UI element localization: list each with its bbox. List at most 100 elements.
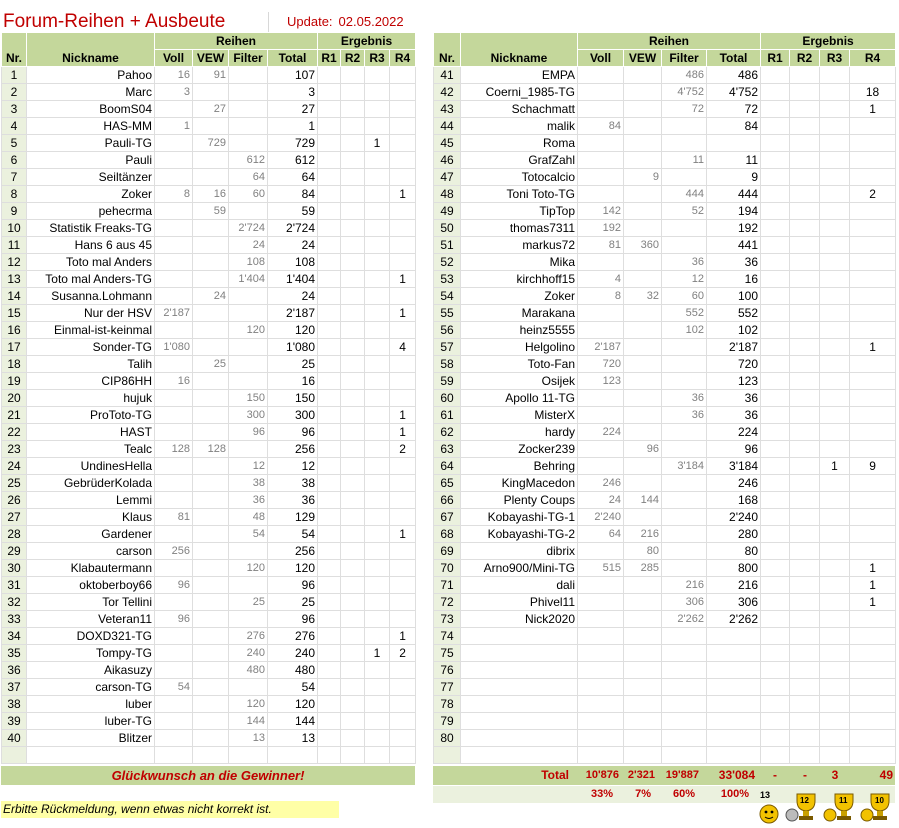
row-nickname: carson bbox=[26, 542, 155, 560]
row-r4 bbox=[849, 423, 897, 441]
row-nr: 32 bbox=[1, 593, 27, 611]
row-nickname: Lemmi bbox=[26, 491, 155, 509]
row-r4: 1 bbox=[849, 593, 897, 611]
row-nickname: Zoker bbox=[26, 185, 155, 203]
row-vew bbox=[623, 576, 662, 594]
row-r2 bbox=[789, 678, 821, 696]
row-nickname: Totocalcio bbox=[460, 168, 578, 186]
row-nr: 33 bbox=[1, 610, 27, 628]
row-filter: 108 bbox=[228, 253, 268, 271]
row-voll bbox=[577, 304, 624, 322]
row-r1 bbox=[760, 712, 791, 730]
row-r4 bbox=[849, 729, 897, 747]
row-r2 bbox=[789, 372, 821, 390]
row-nr: 44 bbox=[433, 117, 461, 135]
row-filter: 24 bbox=[228, 236, 268, 254]
row-nr: 47 bbox=[433, 168, 461, 186]
empty-cell bbox=[389, 746, 417, 764]
empty-cell bbox=[317, 746, 342, 764]
row-r3 bbox=[819, 151, 851, 169]
row-filter bbox=[661, 508, 707, 526]
row-r4: 1 bbox=[389, 304, 417, 322]
group-ergebnis-header: Ergebnis bbox=[317, 32, 417, 50]
trophy-13-icon: 13 bbox=[759, 790, 779, 824]
row-nickname bbox=[460, 661, 578, 679]
row-filter: 120 bbox=[228, 559, 268, 577]
feedback-note: Erbitte Rückmeldung, wenn etwas nicht ko… bbox=[1, 801, 339, 818]
row-r4 bbox=[849, 474, 897, 492]
row-r4: 1 bbox=[389, 185, 417, 203]
row-r4: 1 bbox=[849, 559, 897, 577]
row-total: 256 bbox=[266, 440, 319, 458]
row-vew bbox=[192, 236, 229, 254]
table-row: 39 luber-TG 144 144 bbox=[1, 712, 417, 730]
row-filter bbox=[661, 423, 707, 441]
row-r4 bbox=[389, 457, 417, 475]
empty-cell bbox=[623, 746, 662, 764]
row-filter: 48 bbox=[228, 508, 268, 526]
table-row: 46 GrafZahl 11 11 bbox=[433, 151, 897, 169]
row-voll: 81 bbox=[154, 508, 193, 526]
row-total: 64 bbox=[266, 168, 319, 186]
row-r2 bbox=[340, 559, 366, 577]
row-nickname: Marc bbox=[26, 83, 155, 101]
row-r1 bbox=[760, 372, 791, 390]
row-vew bbox=[192, 508, 229, 526]
row-nickname: KingMacedon bbox=[460, 474, 578, 492]
row-r1 bbox=[760, 525, 791, 543]
table-row: 9 pehecrma 59 59 bbox=[1, 202, 417, 220]
row-nr: 50 bbox=[433, 219, 461, 237]
row-nickname: kirchhoff15 bbox=[460, 270, 578, 288]
row-total: 123 bbox=[705, 372, 762, 390]
row-vew bbox=[192, 712, 229, 730]
row-vew bbox=[192, 338, 229, 356]
row-r1 bbox=[760, 219, 791, 237]
row-r2 bbox=[340, 576, 366, 594]
row-vew bbox=[623, 389, 662, 407]
row-nr: 72 bbox=[433, 593, 461, 611]
row-r1 bbox=[317, 491, 342, 509]
table-row: 53 kirchhoff15 4 12 16 bbox=[433, 270, 897, 288]
table-row: 12 Toto mal Anders 108 108 bbox=[1, 253, 417, 271]
row-total: 194 bbox=[705, 202, 762, 220]
row-nickname: Tompy-TG bbox=[26, 644, 155, 662]
update-label: Update: bbox=[287, 14, 333, 29]
row-r1 bbox=[317, 338, 342, 356]
row-filter: 25 bbox=[228, 593, 268, 611]
row-r1 bbox=[760, 83, 791, 101]
row-r2 bbox=[789, 423, 821, 441]
table-row: 73 Nick2020 2'262 2'262 bbox=[433, 610, 897, 628]
row-vew bbox=[192, 151, 229, 169]
row-r2 bbox=[340, 627, 366, 645]
row-filter: 12 bbox=[228, 457, 268, 475]
row-filter bbox=[661, 525, 707, 543]
row-voll bbox=[154, 253, 193, 271]
row-total: 11 bbox=[705, 151, 762, 169]
row-filter bbox=[661, 117, 707, 135]
row-voll: 24 bbox=[577, 491, 624, 509]
row-r1 bbox=[760, 355, 791, 373]
empty-cell bbox=[364, 746, 391, 764]
row-nickname: Kobayashi-TG-1 bbox=[460, 508, 578, 526]
total-total: 33'084 bbox=[718, 768, 755, 782]
row-vew bbox=[192, 729, 229, 747]
row-filter: 72 bbox=[661, 100, 707, 118]
row-nr: 71 bbox=[433, 576, 461, 594]
row-total bbox=[705, 661, 762, 679]
row-r4 bbox=[389, 593, 417, 611]
table-row: 13 Toto mal Anders-TG 1'404 1'404 1 bbox=[1, 270, 417, 288]
table-row: 24 UndinesHella 12 12 bbox=[1, 457, 417, 475]
row-r4 bbox=[389, 712, 417, 730]
row-r3 bbox=[364, 610, 391, 628]
row-r1 bbox=[760, 151, 791, 169]
row-filter: 36 bbox=[661, 253, 707, 271]
row-r2 bbox=[789, 695, 821, 713]
row-r2 bbox=[789, 440, 821, 458]
row-r3 bbox=[819, 236, 851, 254]
row-r2 bbox=[789, 491, 821, 509]
row-nickname: Pahoo bbox=[26, 66, 155, 84]
row-r4 bbox=[389, 66, 417, 84]
row-total: 100 bbox=[705, 287, 762, 305]
empty-cell bbox=[760, 746, 791, 764]
row-vew bbox=[623, 338, 662, 356]
